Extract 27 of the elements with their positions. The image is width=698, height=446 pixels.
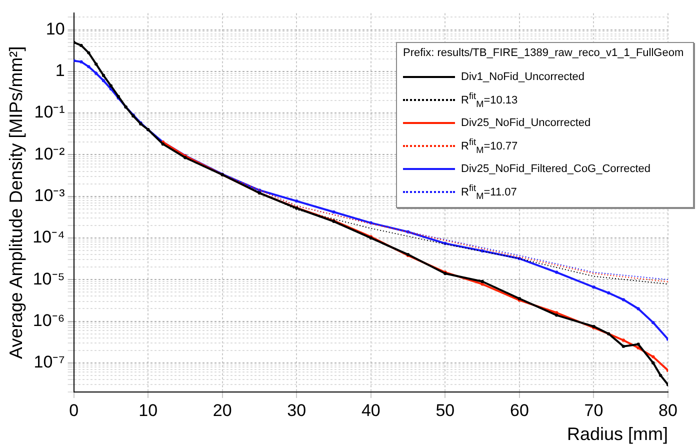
legend-label: Div25_NoFid_Filtered_CoG_Corrected: [461, 162, 651, 174]
y-tick-label: 10⁻⁶: [32, 310, 65, 330]
y-tick-label: 1: [55, 61, 65, 80]
legend-label: Div1_NoFid_Uncorrected: [461, 70, 584, 82]
legend-label: R$^{fit}$$_{M}$=10.77: [461, 136, 518, 154]
legend-label: R$^{fit}$$_{M}$=11.07: [461, 182, 517, 200]
y-tick-label: 10⁻²: [34, 144, 66, 164]
x-tick-label: 20: [212, 400, 232, 420]
x-tick-label: 80: [658, 400, 678, 420]
x-tick-label: 0: [69, 400, 79, 420]
x-tick-label: 50: [436, 400, 455, 420]
x-tick-label: 60: [510, 400, 529, 420]
y-tick-label: 10⁻³: [34, 186, 66, 206]
y-tick-label: 10⁻¹: [34, 102, 66, 122]
x-tick-label: 30: [287, 400, 306, 420]
x-tick-label: 70: [584, 400, 604, 420]
y-tick-label: 10: [46, 19, 65, 38]
y-tick-label: 10⁻⁷: [34, 352, 65, 372]
x-tick-label: 10: [138, 400, 158, 420]
y-axis-title: Average Amplitude Density [MIPs/mm²]: [6, 46, 26, 359]
legend-label: Div25_NoFid_Uncorrected: [461, 116, 591, 128]
x-axis-title: Radius [mm]: [566, 424, 668, 444]
legend-title: Prefix: results/TB_FIRE_1389_raw_reco_v1_1_FullGeom: [403, 47, 685, 59]
x-tick-label: 40: [361, 400, 380, 420]
legend-label: R$^{fit}$$_{M}$=10.13: [461, 90, 518, 108]
y-tick-label: 10⁻⁴: [32, 228, 65, 247]
y-tick-label: 10⁻⁵: [32, 269, 65, 288]
